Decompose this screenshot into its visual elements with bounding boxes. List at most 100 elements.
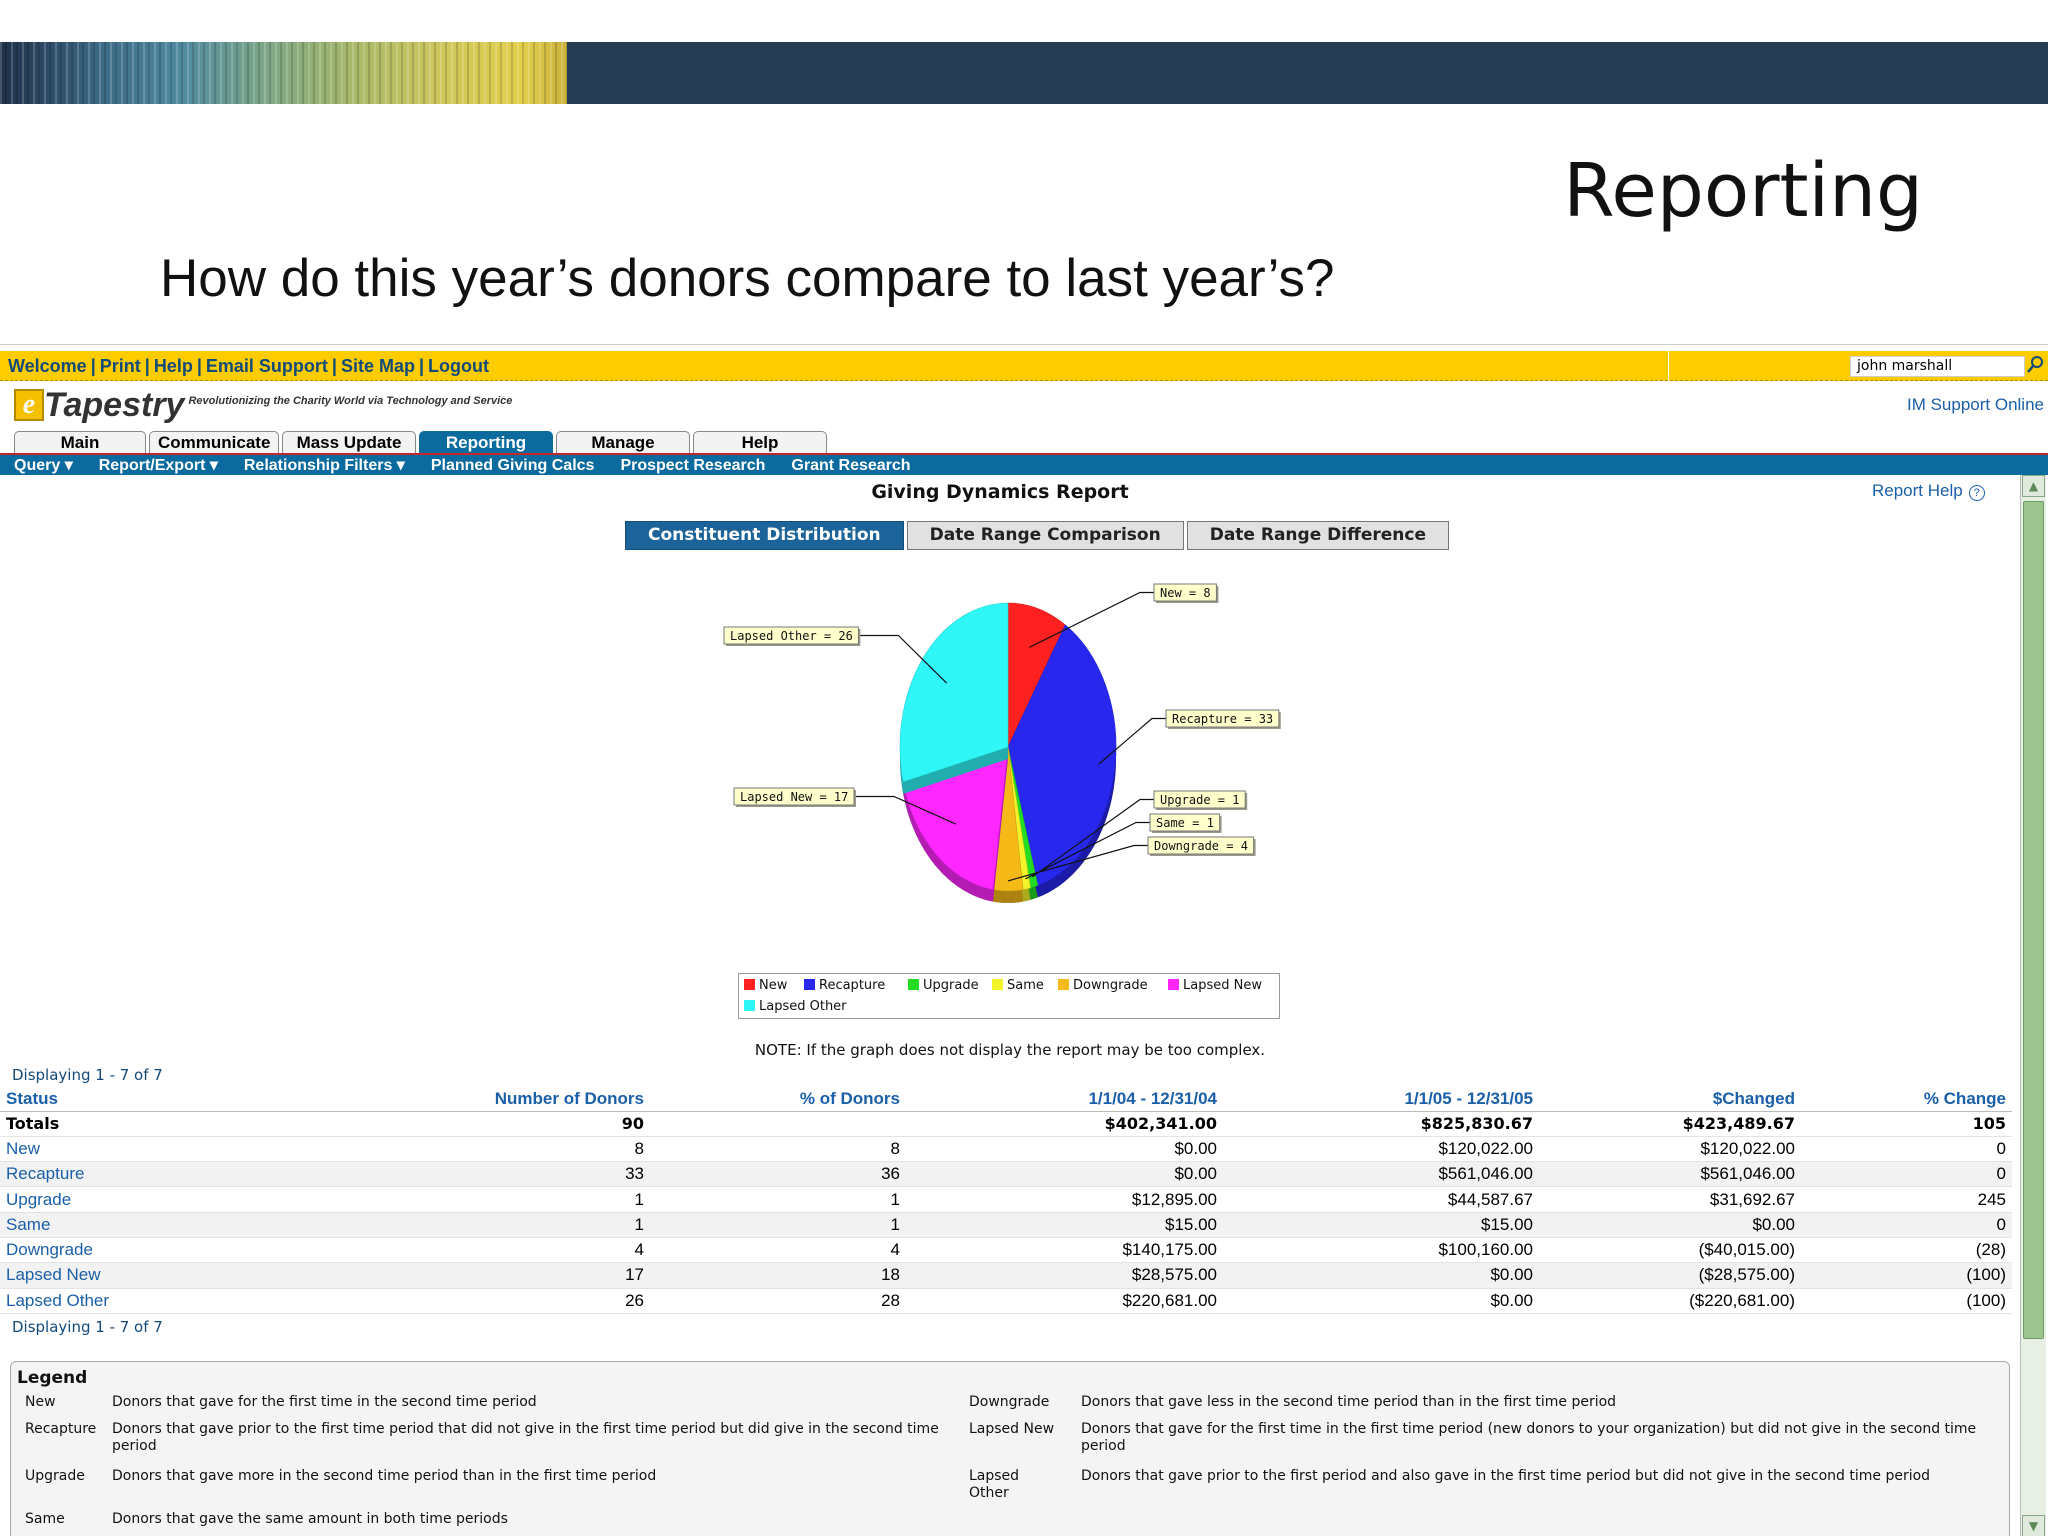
tab-communicate[interactable]: Communicate bbox=[149, 431, 279, 454]
legend-title: Legend bbox=[17, 1368, 88, 1388]
cell: $0.00 bbox=[1539, 1212, 1801, 1238]
separator: | bbox=[196, 356, 202, 376]
search-icon[interactable] bbox=[2026, 355, 2046, 377]
slide-subtitle: How do this year’s donors compare to las… bbox=[160, 249, 1335, 308]
legend-swatch bbox=[1058, 979, 1069, 990]
logo-tagline: Revolutionizing the Charity World via Te… bbox=[188, 395, 513, 407]
legend-entry: Lapsed Other bbox=[759, 999, 847, 1014]
legend-term: Lapsed New bbox=[969, 1421, 1055, 1437]
pie-label: Recapture = 33 bbox=[1172, 712, 1273, 726]
legend-term: Downgrade bbox=[969, 1394, 1050, 1410]
cell: 245 bbox=[1801, 1186, 2012, 1213]
col-percent-change[interactable]: % Change bbox=[1801, 1087, 2012, 1112]
tab-manage[interactable]: Manage bbox=[556, 431, 690, 454]
legend-entry: New bbox=[759, 978, 788, 993]
pie-callout: Lapsed New = 17 bbox=[733, 787, 957, 825]
status-link[interactable]: Lapsed New bbox=[0, 1262, 330, 1289]
pie-chart: New = 8 Recapture = 33 Upgrade = 1 Same = 1… bbox=[723, 583, 1281, 903]
cell: 0 bbox=[1801, 1212, 2012, 1238]
tab-mass-update[interactable]: Mass Update bbox=[282, 431, 416, 454]
legend-swatch bbox=[744, 979, 755, 990]
callout-box bbox=[1153, 583, 1217, 602]
callout-line bbox=[854, 795, 957, 825]
col-percent-of-donors[interactable]: % of Donors bbox=[650, 1087, 906, 1112]
pie-label: Upgrade = 1 bbox=[1160, 793, 1239, 807]
col-period-2004[interactable]: 1/1/04 - 12/31/04 bbox=[906, 1087, 1223, 1112]
site-map-link[interactable]: Site Map bbox=[340, 356, 415, 376]
cell: $120,022.00 bbox=[1223, 1136, 1539, 1163]
status-link[interactable]: Downgrade bbox=[0, 1237, 330, 1264]
sub-navigation: Query ▾ Report/Export ▾ Relationship Filte… bbox=[0, 453, 2048, 475]
user-search-input[interactable]: john marshall bbox=[1850, 356, 2025, 377]
scroll-thumb[interactable] bbox=[2023, 501, 2044, 1339]
callout-line bbox=[1025, 821, 1150, 880]
pie-callout: Upgrade = 1 bbox=[1031, 790, 1248, 878]
col-number-of-donors[interactable]: Number of Donors bbox=[330, 1087, 650, 1112]
callout-box bbox=[1165, 709, 1280, 728]
query-menu[interactable]: Query ▾ bbox=[14, 457, 73, 474]
help-link[interactable]: Help bbox=[153, 356, 193, 376]
vertical-scrollbar[interactable]: ▲ ▼ bbox=[2020, 475, 2046, 1536]
top-links: Welcome | Print | Help | Email Support | Site Ma… bbox=[8, 356, 489, 377]
cell: 33 bbox=[330, 1161, 650, 1188]
table-row: Lapsed Other 26 28 $220,681.00 $0.00 ($2… bbox=[0, 1288, 2012, 1314]
slide-title: Reporting bbox=[1563, 148, 1923, 234]
relationship-filters-menu[interactable]: Relationship Filters ▾ bbox=[243, 457, 405, 474]
prospect-research-link[interactable]: Prospect Research bbox=[620, 457, 766, 474]
status-link[interactable]: Recapture bbox=[0, 1161, 330, 1188]
cell: 0 bbox=[1801, 1136, 2012, 1163]
report-help-link[interactable]: Report Help? bbox=[1872, 481, 1985, 501]
tab-constituent-distribution[interactable]: Constituent Distribution bbox=[625, 521, 904, 550]
top-bar: Welcome | Print | Help | Email Support | Site Ma… bbox=[0, 351, 2048, 381]
scroll-up-icon[interactable]: ▲ bbox=[2022, 475, 2045, 497]
legend-term: Upgrade bbox=[25, 1468, 85, 1484]
email-support-link[interactable]: Email Support bbox=[205, 356, 328, 376]
report-help-label[interactable]: Report Help bbox=[1872, 481, 1963, 500]
logo-e: e bbox=[14, 389, 44, 421]
cell: $100,160.00 bbox=[1223, 1237, 1539, 1264]
cell: ($40,015.00) bbox=[1539, 1237, 1801, 1264]
im-support-link[interactable]: IM Support Online bbox=[1906, 395, 2044, 414]
cell: $120,022.00 bbox=[1539, 1136, 1801, 1163]
legend-term: Recapture bbox=[25, 1421, 97, 1437]
print-link[interactable]: Print bbox=[99, 356, 141, 376]
planned-giving-calcs-link[interactable]: Planned Giving Calcs bbox=[430, 457, 595, 474]
status-link[interactable]: New bbox=[0, 1136, 330, 1163]
pie-label: Lapsed New = 17 bbox=[740, 790, 848, 804]
separator: | bbox=[418, 356, 424, 376]
status-link[interactable]: Lapsed Other bbox=[0, 1288, 330, 1314]
scroll-down-icon[interactable]: ▼ bbox=[2022, 1515, 2045, 1536]
report-export-menu[interactable]: Report/Export ▾ bbox=[98, 457, 218, 474]
tab-main[interactable]: Main bbox=[14, 431, 146, 454]
cell: $561,046.00 bbox=[1223, 1161, 1539, 1188]
legend-frame bbox=[738, 973, 1280, 1019]
cell: 4 bbox=[650, 1237, 906, 1264]
legend-entry: Same bbox=[1007, 978, 1044, 993]
cell: (100) bbox=[1801, 1262, 2012, 1289]
legend-desc: Donors that gave for the first time in t… bbox=[1081, 1421, 1977, 1454]
pie-slice-recapture bbox=[1007, 624, 1117, 886]
status-link[interactable]: Same bbox=[0, 1212, 330, 1238]
logout-link[interactable]: Logout bbox=[428, 356, 489, 376]
welcome-link[interactable]: Welcome bbox=[8, 356, 87, 376]
cell: 4 bbox=[330, 1237, 650, 1264]
col-dollar-changed[interactable]: $Changed bbox=[1539, 1087, 1801, 1112]
tab-help[interactable]: Help bbox=[693, 431, 827, 454]
displaying-count-bottom: Displaying 1 - 7 of 7 bbox=[12, 1318, 163, 1336]
callout-line bbox=[1098, 717, 1166, 765]
tab-date-range-comparison[interactable]: Date Range Comparison bbox=[906, 521, 1184, 550]
status-link[interactable]: Upgrade bbox=[0, 1186, 330, 1213]
legend-entry: Recapture bbox=[819, 978, 885, 993]
grant-research-link[interactable]: Grant Research bbox=[791, 457, 911, 474]
table-row: Lapsed New 17 18 $28,575.00 $0.00 ($28,5… bbox=[0, 1262, 2012, 1289]
tab-date-range-difference[interactable]: Date Range Difference bbox=[1186, 521, 1450, 550]
chart-legend: New Recapture Upgrade Same Downgrade Lapsed N… bbox=[738, 973, 1280, 1019]
table-row: Downgrade 4 4 $140,175.00 $100,160.00 ($… bbox=[0, 1237, 2012, 1264]
col-period-2005[interactable]: 1/1/05 - 12/31/05 bbox=[1223, 1087, 1539, 1112]
tab-reporting[interactable]: Reporting bbox=[419, 431, 553, 454]
pie-label: Lapsed Other = 26 bbox=[730, 629, 853, 643]
help-icon[interactable]: ? bbox=[1968, 485, 1985, 501]
cell: (28) bbox=[1801, 1237, 2012, 1264]
pie-slice-new bbox=[1007, 602, 1066, 748]
col-status[interactable]: Status bbox=[0, 1087, 330, 1112]
